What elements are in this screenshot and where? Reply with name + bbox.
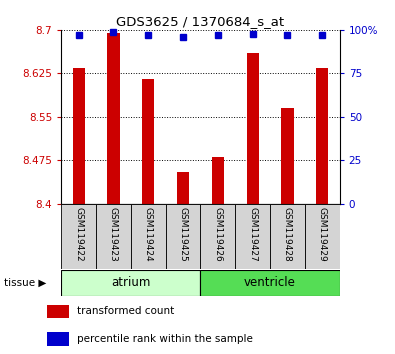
Bar xyxy=(107,33,120,204)
Text: GSM119423: GSM119423 xyxy=(109,207,118,262)
Bar xyxy=(96,204,131,269)
Bar xyxy=(316,68,328,204)
Bar xyxy=(200,204,235,269)
Bar xyxy=(61,204,96,269)
Bar xyxy=(47,332,69,346)
Bar xyxy=(281,108,293,204)
Text: GSM119425: GSM119425 xyxy=(179,207,188,262)
Text: ventricle: ventricle xyxy=(244,276,296,289)
Bar xyxy=(142,79,154,204)
Text: atrium: atrium xyxy=(111,276,150,289)
Bar xyxy=(73,68,85,204)
Bar xyxy=(235,204,270,269)
Bar xyxy=(212,157,224,204)
Bar xyxy=(305,204,340,269)
Bar xyxy=(47,304,69,318)
Text: transformed count: transformed count xyxy=(77,307,174,316)
Text: percentile rank within the sample: percentile rank within the sample xyxy=(77,334,253,344)
Text: GSM119422: GSM119422 xyxy=(74,207,83,262)
Text: GSM119424: GSM119424 xyxy=(144,207,153,262)
Text: GSM119427: GSM119427 xyxy=(248,207,257,262)
Text: GSM119429: GSM119429 xyxy=(318,207,327,262)
Text: GSM119426: GSM119426 xyxy=(213,207,222,262)
Text: tissue ▶: tissue ▶ xyxy=(4,278,46,288)
Bar xyxy=(166,204,200,269)
Title: GDS3625 / 1370684_s_at: GDS3625 / 1370684_s_at xyxy=(117,15,284,28)
Bar xyxy=(270,204,305,269)
Bar xyxy=(131,204,166,269)
Bar xyxy=(61,270,200,296)
Bar xyxy=(177,172,189,204)
Text: GSM119428: GSM119428 xyxy=(283,207,292,262)
Bar xyxy=(200,270,340,296)
Bar xyxy=(246,53,259,204)
